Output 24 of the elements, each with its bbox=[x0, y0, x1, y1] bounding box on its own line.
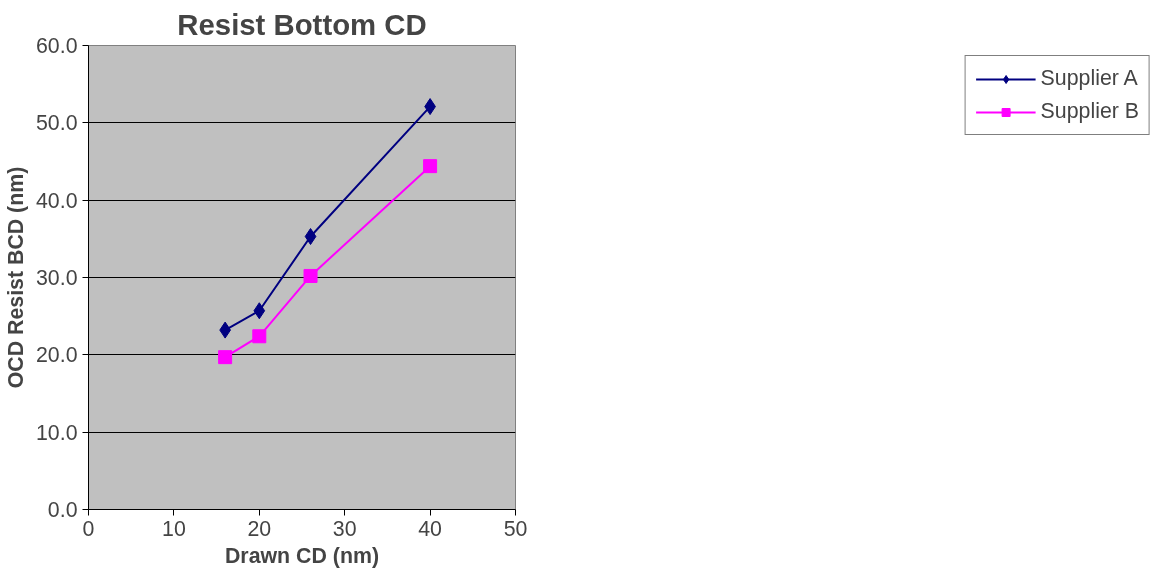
y-tick-label: 40.0 bbox=[35, 188, 78, 213]
x-axis-title: Drawn CD (nm) bbox=[224, 543, 380, 568]
point bbox=[218, 350, 233, 365]
x-tick-label: 0 bbox=[82, 516, 95, 541]
y-tick-label: 60.0 bbox=[35, 34, 78, 58]
x-tick-label: 30 bbox=[332, 516, 357, 541]
y-tick-label: 20.0 bbox=[35, 343, 78, 368]
point bbox=[304, 228, 317, 246]
y-tick-label: 30.0 bbox=[35, 266, 78, 290]
y-axis-title: OCD Resist BCD (nm) bbox=[3, 166, 28, 389]
y-tick-label: 10.0 bbox=[35, 420, 78, 445]
x-tick-label: 10 bbox=[162, 516, 186, 541]
chart-title: Resist Bottom CD bbox=[177, 7, 427, 41]
x-tick-label: 50 bbox=[503, 516, 528, 541]
point bbox=[303, 268, 318, 283]
x-tick-label: 40 bbox=[418, 516, 443, 541]
x-tick-label: 20 bbox=[247, 516, 272, 541]
point bbox=[423, 159, 438, 174]
legend-label: Supplier A bbox=[1040, 66, 1138, 91]
y-tick-label: 0.0 bbox=[47, 498, 78, 522]
point bbox=[253, 302, 266, 320]
point bbox=[252, 329, 267, 344]
legend-label: Supplier B bbox=[1040, 99, 1139, 124]
y-tick-label: 50.0 bbox=[35, 111, 78, 136]
